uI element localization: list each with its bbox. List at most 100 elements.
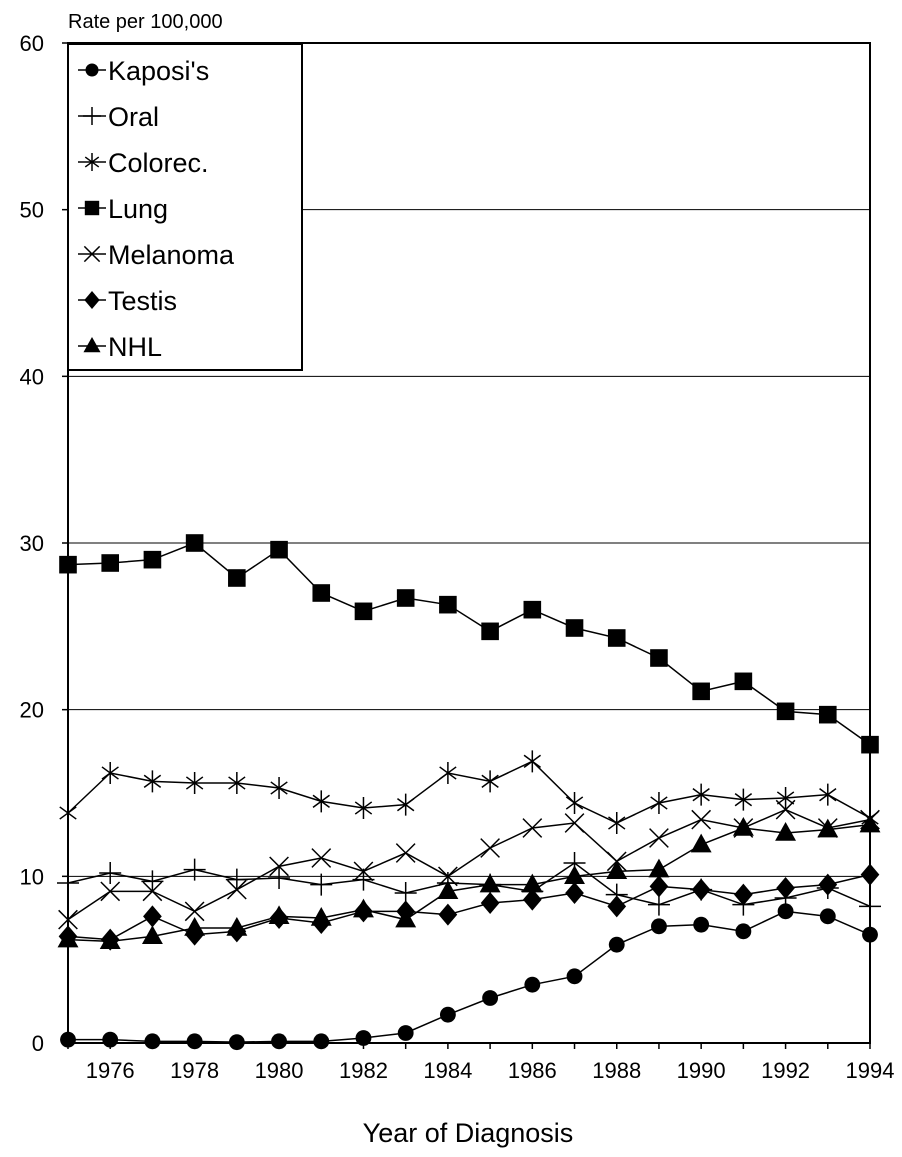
data-point-kaposi-s-1981 [313, 1033, 330, 1050]
data-point-nhl-1976 [99, 930, 121, 950]
data-point-oral-1977 [141, 870, 164, 893]
data-point-lung-1978 [185, 534, 204, 552]
y-tick-label-0: 0 [32, 1031, 44, 1056]
series-line-oral [67, 862, 871, 908]
data-point-nhl-1987 [564, 865, 585, 885]
data-point-kaposi-s-1991 [735, 923, 752, 940]
data-point-kaposi-s-1983 [397, 1025, 414, 1041]
series-line-lung [67, 542, 871, 746]
data-point-nhl-1986 [521, 873, 543, 893]
legend-label-colorec: Colorec. [108, 148, 209, 178]
data-point-melanoma-1990 [691, 809, 712, 830]
data-point-lung-1977 [143, 550, 162, 569]
series-nhl [57, 813, 881, 950]
data-point-lung-1990 [692, 682, 710, 701]
data-point-testis-1993 [818, 873, 838, 896]
legend-item-melanoma: Melanoma [78, 240, 235, 270]
legend-marker-melanoma [83, 245, 101, 263]
data-point-lung-1989 [650, 649, 668, 667]
legend-marker-oral [83, 107, 101, 125]
legend-marker-colorec [84, 153, 100, 171]
legend-item-colorec: Colorec. [78, 148, 209, 178]
data-point-oral-1989 [647, 893, 670, 916]
y-tick-label-10: 10 [20, 864, 44, 889]
data-point-nhl-1990 [690, 833, 712, 853]
data-point-melanoma-1985 [480, 838, 500, 858]
series-line-nhl [67, 823, 871, 943]
data-point-oral-1978 [183, 858, 206, 881]
data-point-lung-1980 [270, 540, 288, 559]
data-point-kaposi-s-1986 [524, 976, 541, 993]
data-point-testis-1984 [438, 903, 458, 926]
x-tick-label-1986: 1986 [508, 1058, 557, 1083]
data-point-colorec-1993 [819, 783, 837, 806]
data-point-lung-1992 [776, 702, 795, 721]
series-line-melanoma [67, 808, 871, 921]
legend-item-nhl: NHL [78, 332, 162, 362]
plot-frame [67, 42, 871, 1044]
data-point-colorec-1978 [185, 772, 204, 794]
data-point-melanoma-1981 [311, 848, 332, 868]
data-point-lung-1986 [523, 600, 542, 619]
series-kaposi-s [60, 903, 878, 1051]
x-tick-label-1980: 1980 [255, 1058, 304, 1083]
data-point-nhl-1989 [648, 858, 670, 878]
legend-item-kaposi-s: Kaposi's [78, 56, 209, 86]
data-point-testis-1986 [522, 888, 542, 911]
data-point-nhl-1991 [732, 817, 754, 836]
x-axis-ticks: 1976 1978 1980 1982 1984 1986 1988 1990 1992 1994 [67, 1043, 894, 1083]
data-point-kaposi-s-1977 [144, 1033, 161, 1050]
data-point-kaposi-s-1982 [355, 1030, 372, 1046]
data-point-melanoma-1986 [522, 818, 543, 838]
data-point-kaposi-s-1980 [271, 1033, 287, 1050]
legend-label-nhl: NHL [108, 332, 162, 362]
data-point-colorec-1992 [776, 787, 795, 809]
data-point-kaposi-s-1993 [819, 908, 836, 925]
data-point-lung-1983 [396, 589, 415, 607]
data-point-testis-1988 [607, 895, 627, 918]
series-line-colorec [67, 760, 871, 824]
legend-item-lung: Lung [78, 194, 168, 224]
data-point-colorec-1982 [354, 797, 373, 819]
legend-label-kaposi-s: Kaposi's [108, 56, 209, 86]
data-point-colorec-1991 [734, 788, 753, 811]
data-point-colorec-1979 [228, 772, 246, 794]
data-point-kaposi-s-1989 [651, 918, 667, 935]
legend-label-oral: Oral [108, 102, 159, 132]
data-point-nhl-1980 [268, 905, 290, 925]
data-point-kaposi-s-1987 [566, 968, 583, 985]
data-point-lung-1993 [818, 705, 837, 724]
data-point-testis-1992 [776, 877, 795, 899]
data-point-testis-1989 [649, 875, 669, 898]
data-point-lung-1979 [228, 569, 246, 587]
x-tick-label-1984: 1984 [423, 1058, 472, 1083]
data-point-nhl-1985 [479, 873, 501, 893]
data-point-nhl-1979 [226, 917, 248, 936]
series-lung [59, 534, 879, 754]
data-point-kaposi-s-1985 [482, 990, 499, 1006]
legend-item-oral: Oral [78, 102, 159, 132]
y-axis-label: Rate per 100,000 [68, 11, 223, 33]
legend-label-lung: Lung [108, 194, 168, 224]
x-tick-label-1976: 1976 [86, 1058, 135, 1083]
y-tick-label-60: 60 [20, 31, 44, 56]
data-point-oral-1979 [225, 868, 248, 891]
x-tick-label-1988: 1988 [592, 1058, 641, 1083]
data-point-nhl-1993 [817, 818, 839, 838]
y-tick-label-50: 50 [20, 198, 44, 223]
data-point-melanoma-1976 [100, 881, 121, 902]
series-melanoma [58, 799, 880, 930]
data-point-colorec-1980 [270, 777, 288, 799]
data-point-melanoma-1978 [184, 901, 205, 922]
legend-label-melanoma: Melanoma [108, 240, 235, 270]
data-point-lung-1991 [734, 672, 753, 691]
series-colorec [59, 750, 879, 834]
legend-box [67, 43, 303, 371]
data-point-melanoma-1980 [269, 856, 289, 877]
data-point-melanoma-1979 [226, 879, 247, 900]
data-point-testis-1987 [565, 882, 584, 904]
data-point-nhl-1984 [437, 880, 459, 900]
data-point-colorec-1990 [692, 783, 710, 806]
data-point-colorec-1988 [608, 812, 626, 834]
